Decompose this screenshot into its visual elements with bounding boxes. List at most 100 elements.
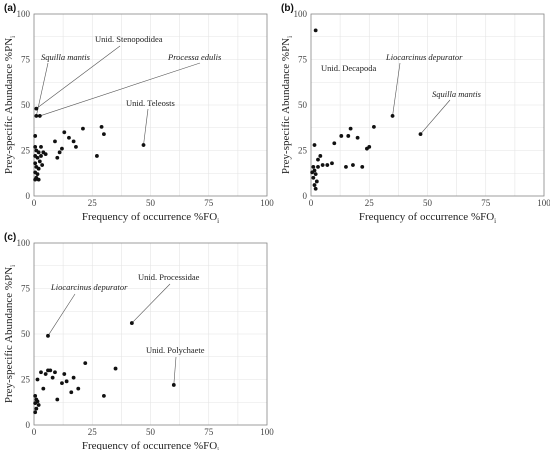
x-tick-label-b: 100 [537, 198, 550, 208]
y-tick-label-a: 100 [17, 9, 31, 19]
data-point-a [81, 126, 85, 131]
y-tick-label-b: 100 [294, 9, 308, 19]
data-point-a [33, 134, 38, 138]
annotation-leader-a [39, 62, 201, 117]
x-tick-label-a: 50 [146, 198, 156, 208]
data-point-a [102, 132, 106, 137]
data-point-a [53, 139, 57, 144]
panel-b: (b) 0 25 50 75 100 0 25 50 75 100 Unid. Decapoda L… [280, 3, 550, 225]
data-point-b [346, 134, 351, 138]
x-tick-label-c: 100 [260, 427, 274, 437]
data-point-a [33, 161, 38, 166]
data-point-b [320, 163, 325, 167]
data-point-a [33, 144, 38, 149]
data-point-b [313, 28, 318, 33]
y-axis-label-c: Prey-specific Abundance %PNi [3, 265, 17, 403]
data-point-a [36, 150, 41, 155]
x-axis-label-b: Frequency of occurrence %FOi [359, 211, 496, 225]
y-tick-label-c: 75 [21, 284, 31, 294]
data-point-a [43, 152, 48, 157]
data-point-b [348, 126, 353, 131]
data-point-b [316, 157, 320, 162]
x-tick-label-b: 50 [423, 198, 433, 208]
y-tick-label-c: 100 [17, 238, 31, 248]
data-point-c [55, 397, 60, 402]
data-point-a [55, 155, 60, 160]
data-point-b [418, 132, 423, 137]
data-point-a [71, 139, 76, 144]
data-point-c [41, 386, 46, 391]
x-tick-label-a: 75 [204, 198, 214, 208]
data-point-c [76, 386, 81, 391]
y-tick-label-b: 0 [303, 191, 308, 201]
x-tick-label-b: 0 [309, 198, 314, 208]
y-tick-label-b: 50 [298, 100, 308, 110]
data-point-c [60, 381, 64, 386]
data-point-c [102, 393, 106, 398]
data-point-a [37, 159, 42, 164]
data-point-b [325, 163, 330, 167]
data-point-b [344, 164, 348, 169]
x-tick-label-b: 25 [365, 198, 375, 208]
data-point-a [35, 172, 40, 177]
annotation-label-a: Processa edulis [167, 52, 222, 62]
data-point-a [34, 106, 39, 111]
data-point-b [332, 141, 337, 146]
annotation-leader-a [143, 108, 149, 146]
data-point-a [57, 150, 62, 155]
data-point-c [34, 406, 39, 411]
annotation-label-c: Unid. Processidae [138, 272, 200, 282]
annotation-leader-a [36, 62, 49, 116]
data-point-b [314, 179, 319, 184]
data-point-b [311, 175, 316, 180]
data-point-a [39, 154, 43, 158]
annotation-label-b: Liocarcinus depurator [385, 52, 463, 62]
data-point-a [141, 143, 146, 147]
panel-c: (c) 0 25 50 75 100 0 25 50 75 100 Liocarcinus dep… [3, 232, 274, 450]
y-tick-label-a: 25 [21, 146, 31, 156]
data-point-b [312, 183, 317, 187]
data-point-a [36, 166, 41, 171]
y-tick-label-c: 0 [26, 420, 31, 430]
data-point-b [367, 144, 372, 149]
data-point-c [83, 361, 88, 366]
data-point-a [39, 144, 43, 149]
data-point-b [339, 134, 344, 138]
data-point-a [60, 146, 64, 151]
data-point-a [37, 114, 42, 118]
data-point-a [99, 124, 104, 129]
annotation-leader-b [392, 62, 401, 116]
data-point-a [74, 144, 78, 149]
x-tick-label-c: 25 [88, 427, 98, 437]
data-point-c [53, 370, 57, 375]
data-point-b [318, 154, 323, 158]
y-tick-label-a: 75 [21, 55, 31, 65]
x-tick-label-c: 0 [32, 427, 37, 437]
annotation-label-b: Squilla mantis [432, 89, 482, 99]
data-point-c [64, 379, 69, 384]
data-point-b [360, 164, 365, 169]
y-tick-label-c: 50 [21, 329, 31, 339]
x-tick-label-c: 50 [146, 427, 156, 437]
data-point-c [48, 368, 53, 373]
data-point-c [35, 377, 40, 382]
plot-frame-c [33, 242, 268, 426]
y-axis-label-b: Prey-specific Abundance %PNi [280, 36, 294, 174]
data-point-c [46, 333, 50, 338]
data-point-a [62, 130, 67, 135]
data-point-c [43, 372, 48, 376]
x-tick-label-b: 75 [481, 198, 491, 208]
data-point-a [67, 135, 71, 140]
panel-label-a: (a) [4, 3, 16, 14]
y-tick-label-a: 50 [21, 100, 31, 110]
annotation-leader-b [420, 99, 451, 135]
x-axis-label-a: Frequency of occurrence %FOi [82, 211, 219, 225]
y-tick-label-a: 0 [26, 191, 31, 201]
data-point-c [71, 375, 76, 380]
x-axis-label-c: Frequency of occurrence %FOi [82, 440, 219, 450]
data-point-b [313, 172, 318, 177]
data-point-b [330, 161, 334, 166]
data-point-b [312, 143, 317, 147]
data-point-b [310, 170, 315, 175]
